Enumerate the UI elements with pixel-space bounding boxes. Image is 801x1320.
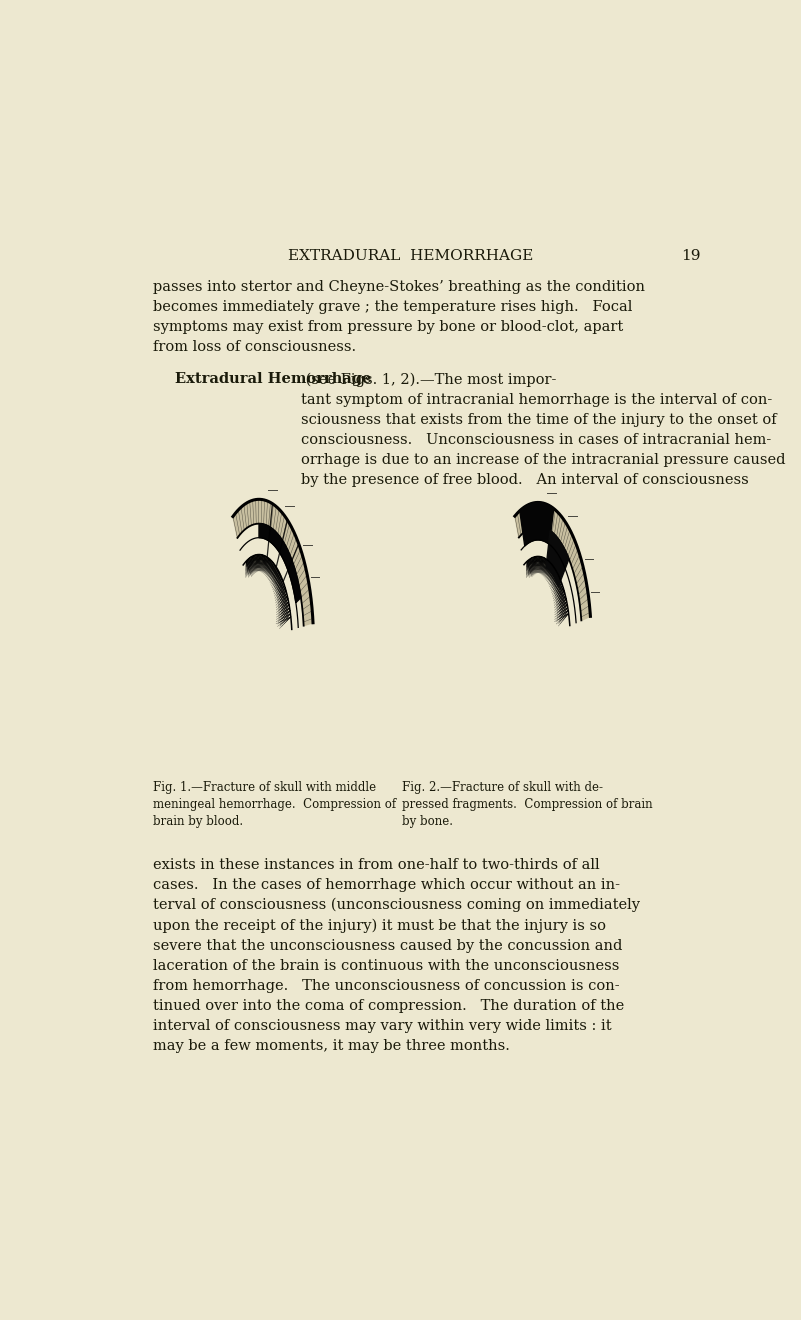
Text: passes into stertor and Cheyne-Stokes’ breathing as the condition
becomes immedi: passes into stertor and Cheyne-Stokes’ b…: [153, 280, 645, 354]
Polygon shape: [546, 531, 569, 586]
Polygon shape: [520, 503, 553, 546]
Text: Fig. 1.—Fracture of skull with middle
meningeal hemorrhage.  Compression of
brai: Fig. 1.—Fracture of skull with middle me…: [153, 780, 396, 828]
Text: EXTRADURAL  HEMORRHAGE: EXTRADURAL HEMORRHAGE: [288, 249, 533, 263]
Text: (see Figs. 1, 2).—The most impor-
tant symptom of intracranial hemorrhage is the: (see Figs. 1, 2).—The most impor- tant s…: [301, 372, 785, 487]
Polygon shape: [233, 499, 313, 626]
Text: Extradural Hemorrhage: Extradural Hemorrhage: [175, 372, 371, 387]
Polygon shape: [259, 524, 301, 603]
Text: 19: 19: [682, 249, 701, 263]
Text: Fig. 2.—Fracture of skull with de-
pressed fragments.  Compression of brain
by b: Fig. 2.—Fracture of skull with de- press…: [402, 780, 653, 828]
Text: exists in these instances in from one-half to two-thirds of all
cases.   In the : exists in these instances in from one-ha…: [153, 858, 640, 1053]
Polygon shape: [515, 503, 590, 620]
